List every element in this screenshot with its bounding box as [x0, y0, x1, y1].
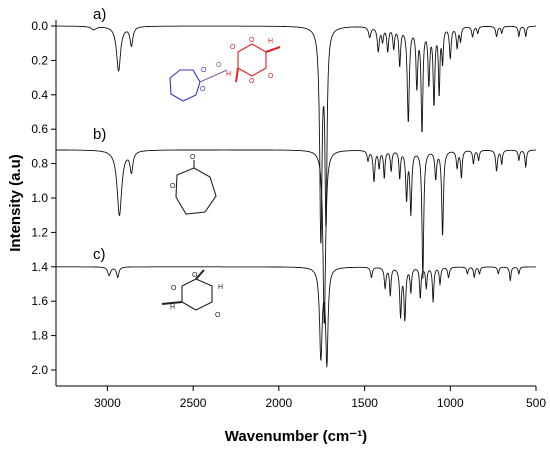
panel-label-b: b) — [93, 126, 106, 143]
structure-c-methyl-bond-2 — [161, 301, 183, 305]
structure-b-molecule: O O — [170, 154, 217, 215]
x-tick-label: 1500 — [351, 396, 378, 410]
y-tick-label: 1.6 — [31, 294, 48, 308]
y-axis-ticks: 0.0 0.2 0.4 0.6 0.8 1.0 1.2 1.4 1.6 1.8 2.0 — [31, 19, 56, 377]
structure-b-carbonyl-oxygen: O — [190, 154, 196, 161]
x-tick-label: 1000 — [437, 396, 464, 410]
x-tick-label: 2500 — [180, 396, 207, 410]
y-tick-label: 1.2 — [31, 225, 48, 239]
structure-a-six-ring — [237, 43, 267, 77]
structure-c-methyl-bond-1 — [195, 269, 205, 280]
panel-label-c: c) — [93, 246, 106, 263]
structure-c-carbonyl-o-1: O — [171, 285, 177, 292]
structure-b-ring-oxygen: O — [170, 183, 176, 190]
y-tick-label: 0.2 — [31, 53, 48, 67]
structure-c-ring-o: O — [192, 272, 198, 279]
structure-a-oxygen-1: O — [201, 67, 207, 74]
x-tick-label: 3000 — [94, 396, 121, 410]
structure-a-bridge-oxygen: O — [216, 62, 222, 69]
structure-a-carbonyl-o-2: O — [268, 73, 274, 80]
panel-label-a: a) — [93, 6, 106, 23]
spectra-series — [55, 25, 537, 368]
y-tick-label: 0.6 — [31, 122, 48, 136]
y-tick-label: 1.8 — [31, 329, 48, 343]
structure-c-hydrogen-2: H — [170, 304, 175, 311]
structure-a-hydrogen: H — [268, 38, 273, 45]
structure-c-hydrogen-1: H — [218, 284, 223, 291]
y-tick-label: 1.4 — [31, 260, 48, 274]
y-axis-title: Intensity (a.u) — [7, 154, 24, 252]
structure-b-seven-ring — [175, 167, 217, 215]
y-tick-label: 1.0 — [31, 191, 48, 205]
structure-c-molecule: O O O H H — [161, 269, 223, 319]
x-tick-label: 2000 — [266, 396, 293, 410]
structure-a-ring-o-2: O — [249, 78, 255, 85]
plot-frame — [55, 20, 536, 387]
structure-a-molecule: O O O H O O O O H — [169, 37, 281, 102]
y-tick-label: 0.8 — [31, 157, 48, 171]
x-axis-title: Wavenumber (cm⁻¹) — [225, 428, 367, 445]
spectrum-line-b — [55, 149, 537, 324]
structure-a-carbonyl-o-1: O — [230, 44, 236, 51]
structure-a-methyl-bond — [265, 46, 281, 53]
x-axis-ticks: 3000 2500 2000 1500 1000 500 — [94, 386, 546, 410]
structure-a-methyl-bond-2 — [235, 67, 239, 83]
structure-a-oxygen-2: O — [200, 86, 206, 93]
y-tick-label: 2.0 — [31, 363, 48, 377]
structure-a-bridge-hydrogen: H — [226, 71, 231, 78]
spectrum-line-a — [55, 25, 537, 244]
y-tick-label: 0.0 — [31, 19, 48, 33]
structure-a-bridge-bond — [199, 69, 228, 83]
structure-a-ring-o-1: O — [249, 37, 255, 44]
structure-c-six-ring — [181, 278, 213, 311]
structure-a-seven-ring — [169, 69, 201, 102]
y-tick-label: 0.4 — [31, 88, 48, 102]
structure-c-carbonyl-o-2: O — [215, 312, 221, 319]
spectrum-line-c — [55, 266, 537, 368]
x-tick-label: 500 — [526, 396, 546, 410]
